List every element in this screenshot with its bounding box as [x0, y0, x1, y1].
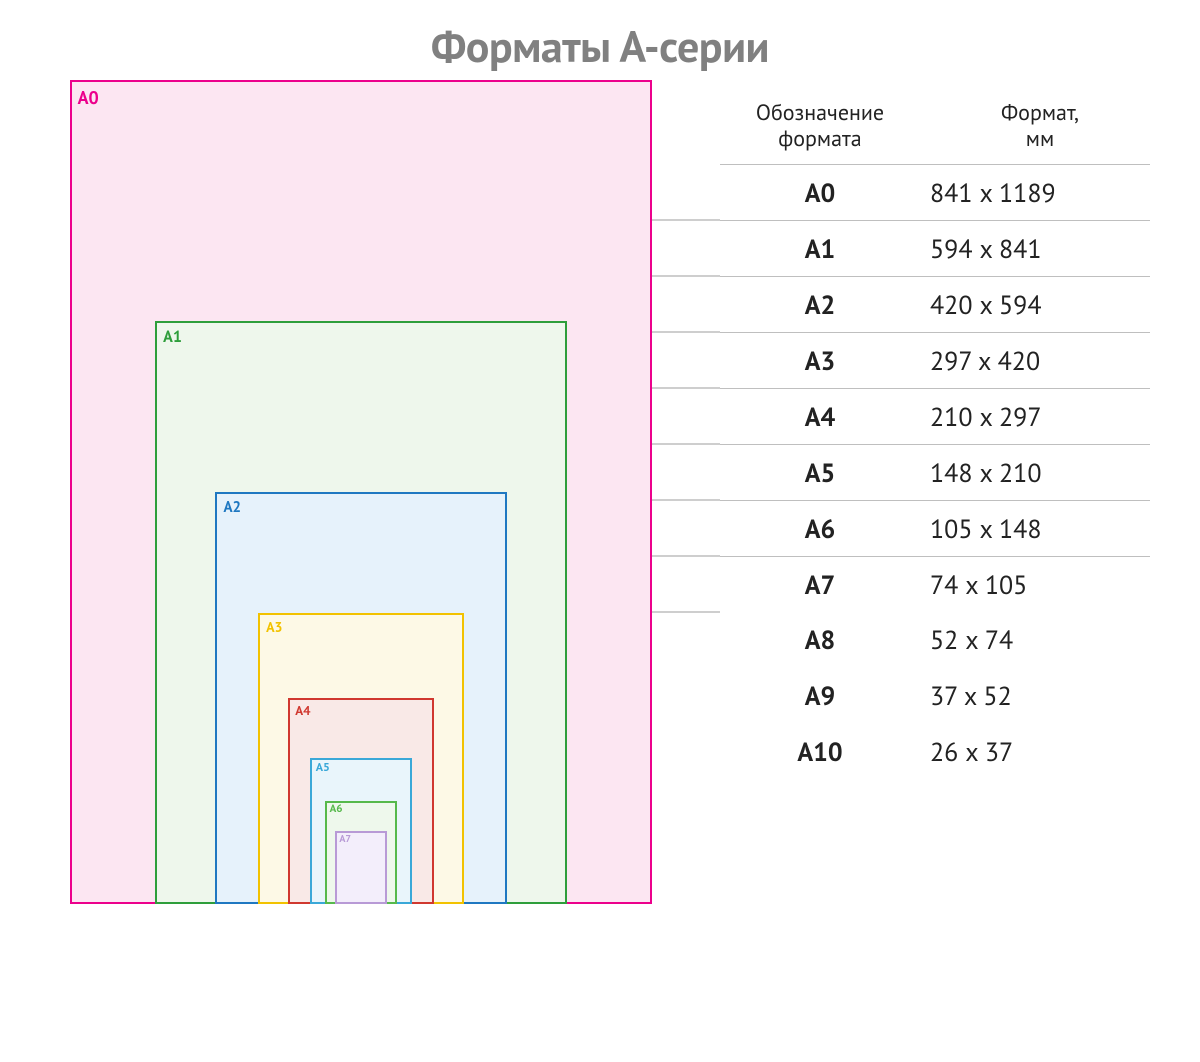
table-cell-format: A10	[720, 724, 920, 780]
table-cell-format: A3	[720, 333, 920, 389]
table-cell-dim: 26 x 37	[930, 724, 1150, 780]
table-cell-dim: 105 x 148	[930, 501, 1150, 557]
table-row: A937 x 52	[720, 668, 1150, 724]
table-cell-format: A5	[720, 445, 920, 501]
table-row: A6105 x 148	[720, 500, 1150, 557]
table-cell-dim: 210 x 297	[930, 389, 1150, 445]
table-row: A0841 x 1189	[720, 164, 1150, 221]
format-label-a0: A0	[78, 86, 99, 109]
table-cell-dim: 148 x 210	[930, 445, 1150, 501]
table-row: A2420 x 594	[720, 276, 1150, 333]
table-header-dim: Формат,мм	[930, 100, 1150, 153]
table-cell-dim: 37 x 52	[930, 668, 1150, 724]
table-row: A5148 x 210	[720, 444, 1150, 501]
table-row: A1594 x 841	[720, 220, 1150, 277]
format-label-a2: A2	[223, 498, 241, 517]
format-label-a1: A1	[163, 327, 182, 347]
table-cell-dim: 420 x 594	[930, 277, 1150, 333]
table-cell-dim: 297 x 420	[930, 333, 1150, 389]
page-title: Форматы А-серии	[0, 18, 1200, 75]
table-row: A774 x 105	[720, 556, 1150, 613]
table-cell-dim: 74 x 105	[930, 557, 1150, 613]
table-row: A4210 x 297	[720, 388, 1150, 445]
format-label-a6: A6	[330, 802, 343, 816]
table-row: A3297 x 420	[720, 332, 1150, 389]
table-cell-dim: 841 x 1189	[930, 165, 1150, 221]
format-label-a5: A5	[316, 760, 330, 775]
table-cell-format: A9	[720, 668, 920, 724]
table-cell-dim: 594 x 841	[930, 221, 1150, 277]
table-cell-format: A6	[720, 501, 920, 557]
nested-rectangles: A0 A1 A2 A3 A4 A5 A6 A7	[70, 80, 652, 904]
format-label-a3: A3	[266, 618, 282, 636]
table-cell-format: A4	[720, 389, 920, 445]
table-cell-format: A7	[720, 557, 920, 613]
table-cell-dim: 52 x 74	[930, 612, 1150, 668]
table-cell-format: A2	[720, 277, 920, 333]
table-row: A1026 x 37	[720, 724, 1150, 780]
table-row: A852 x 74	[720, 612, 1150, 668]
format-label-a7: A7	[339, 832, 351, 845]
table-cell-format: A1	[720, 221, 920, 277]
table-header-format: Обозначениеформата	[720, 100, 920, 153]
stage: Форматы А-серии A0A1A2A3A4A5A6A7 Обознач…	[0, 0, 1200, 1062]
format-label-a4: A4	[295, 702, 310, 719]
table-cell-format: A8	[720, 612, 920, 668]
table-cell-format: A0	[720, 165, 920, 221]
